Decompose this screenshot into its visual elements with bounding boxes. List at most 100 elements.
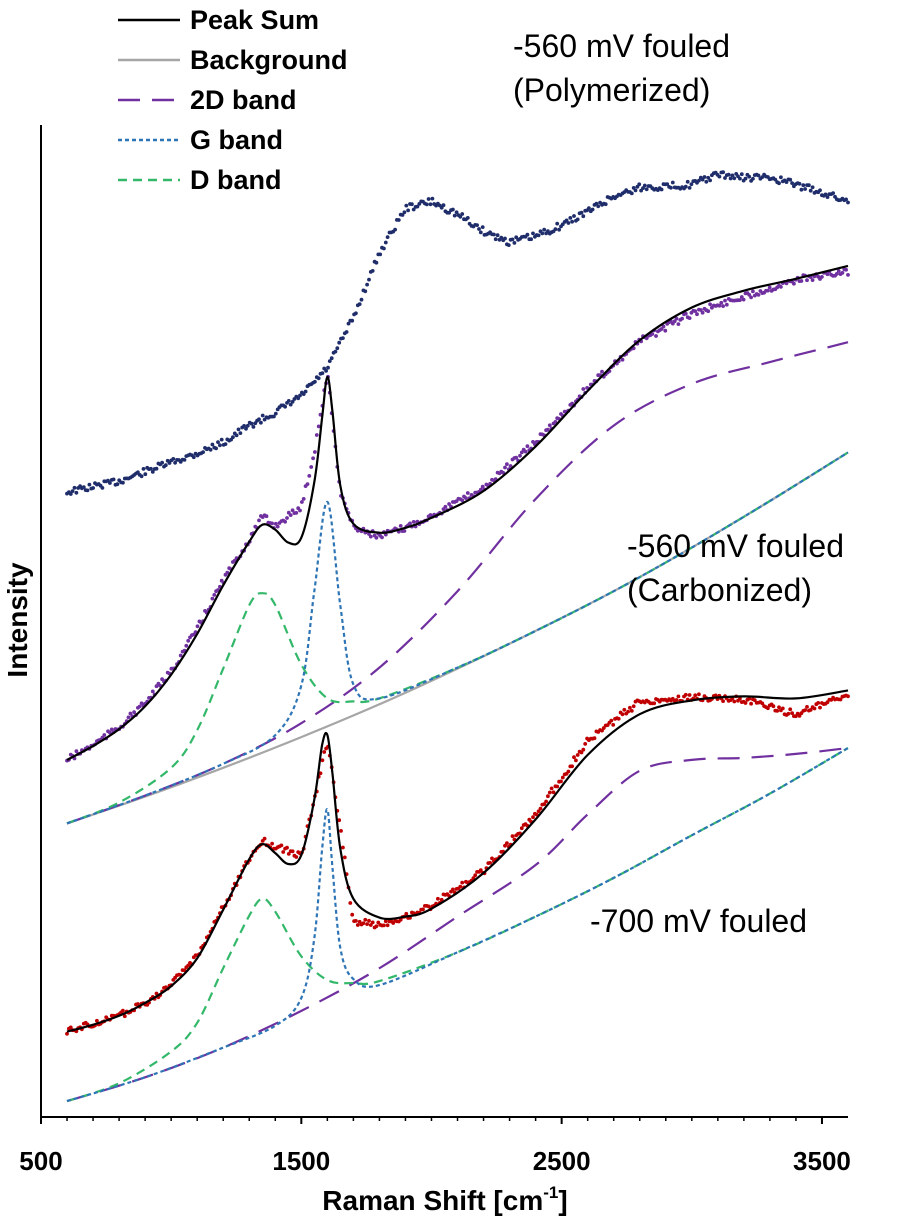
data-point bbox=[257, 518, 261, 523]
data-point bbox=[443, 504, 448, 509]
data-point bbox=[840, 271, 845, 275]
data-point bbox=[536, 809, 541, 814]
series-560-mv-fouled-carbonized-peak-sum bbox=[66, 264, 849, 761]
data-point bbox=[547, 790, 552, 795]
data-point bbox=[270, 841, 274, 846]
data-point bbox=[382, 246, 386, 251]
data-point bbox=[143, 472, 148, 477]
data-point bbox=[370, 920, 375, 925]
data-point bbox=[270, 521, 274, 526]
data-point bbox=[568, 216, 573, 220]
data-point bbox=[542, 802, 547, 806]
legend-label: Background bbox=[190, 45, 348, 75]
data-point bbox=[611, 723, 616, 727]
data-point bbox=[262, 836, 267, 841]
data-point bbox=[186, 638, 191, 643]
data-point bbox=[65, 1031, 69, 1036]
data-point bbox=[300, 500, 304, 504]
data-point bbox=[283, 519, 287, 524]
data-point bbox=[551, 790, 556, 795]
data-point bbox=[732, 176, 737, 181]
data-point bbox=[475, 223, 479, 228]
data-point bbox=[751, 289, 755, 294]
data-point bbox=[406, 208, 410, 213]
data-point bbox=[797, 181, 802, 186]
data-point bbox=[402, 529, 407, 533]
data-point bbox=[512, 241, 517, 245]
data-point bbox=[279, 843, 284, 848]
data-point bbox=[72, 485, 77, 490]
series-560-mv-fouled-carbonized-measured bbox=[65, 267, 850, 763]
data-point bbox=[478, 230, 483, 235]
data-point bbox=[385, 235, 390, 240]
data-point bbox=[525, 232, 530, 237]
data-point bbox=[288, 402, 293, 407]
data-point bbox=[249, 421, 254, 426]
data-point bbox=[260, 413, 265, 418]
data-point bbox=[581, 747, 586, 752]
data-point bbox=[663, 328, 668, 333]
data-point bbox=[756, 293, 761, 297]
data-point bbox=[780, 706, 785, 711]
data-point bbox=[810, 185, 815, 190]
data-point bbox=[368, 534, 373, 539]
data-point bbox=[234, 433, 239, 438]
data-point bbox=[529, 237, 533, 242]
data-point bbox=[447, 210, 451, 215]
data-point bbox=[313, 379, 317, 384]
data-point bbox=[519, 826, 524, 831]
data-point bbox=[799, 187, 804, 192]
data-point bbox=[326, 365, 330, 370]
data-point bbox=[327, 359, 332, 363]
data-point bbox=[490, 856, 494, 861]
data-point bbox=[700, 310, 705, 315]
data-point bbox=[609, 718, 614, 723]
data-point bbox=[464, 496, 468, 500]
data-point bbox=[823, 192, 828, 197]
data-point bbox=[784, 281, 789, 286]
data-point bbox=[285, 845, 289, 850]
data-point bbox=[95, 1018, 99, 1023]
data-point bbox=[788, 177, 793, 182]
data-point bbox=[428, 202, 433, 207]
data-point bbox=[415, 204, 420, 209]
data-point bbox=[683, 692, 688, 697]
series-560-mv-fouled-carbonized-d-band bbox=[66, 451, 849, 825]
data-point bbox=[846, 200, 850, 205]
data-point bbox=[374, 535, 379, 540]
data-point bbox=[296, 396, 301, 401]
y-axis-title: Intensity bbox=[2, 562, 33, 678]
data-point bbox=[723, 298, 727, 303]
data-point bbox=[659, 187, 664, 192]
data-point bbox=[286, 399, 291, 403]
data-point bbox=[574, 758, 578, 763]
data-point bbox=[592, 736, 597, 741]
data-point bbox=[708, 302, 712, 307]
data-point bbox=[337, 340, 342, 345]
data-point bbox=[126, 715, 131, 720]
series-700-mv-fouled-peak-sum bbox=[66, 689, 849, 1033]
data-point bbox=[210, 596, 215, 601]
data-point bbox=[285, 516, 289, 520]
data-point bbox=[311, 456, 315, 461]
data-point bbox=[674, 698, 679, 702]
data-point bbox=[693, 693, 698, 698]
data-point bbox=[335, 346, 340, 351]
data-point bbox=[273, 411, 278, 416]
data-point bbox=[495, 233, 500, 238]
data-point bbox=[629, 709, 634, 713]
data-point bbox=[616, 716, 621, 721]
data-point bbox=[337, 818, 342, 823]
data-point bbox=[354, 919, 358, 923]
data-point bbox=[654, 334, 658, 338]
data-point bbox=[439, 897, 444, 902]
data-point bbox=[575, 217, 580, 222]
data-point bbox=[451, 887, 455, 892]
data-point bbox=[68, 492, 73, 496]
data-point bbox=[631, 704, 636, 709]
data-point bbox=[844, 267, 848, 272]
data-point bbox=[779, 285, 783, 289]
data-point bbox=[173, 460, 178, 465]
data-point bbox=[298, 393, 302, 398]
data-point bbox=[363, 917, 368, 922]
